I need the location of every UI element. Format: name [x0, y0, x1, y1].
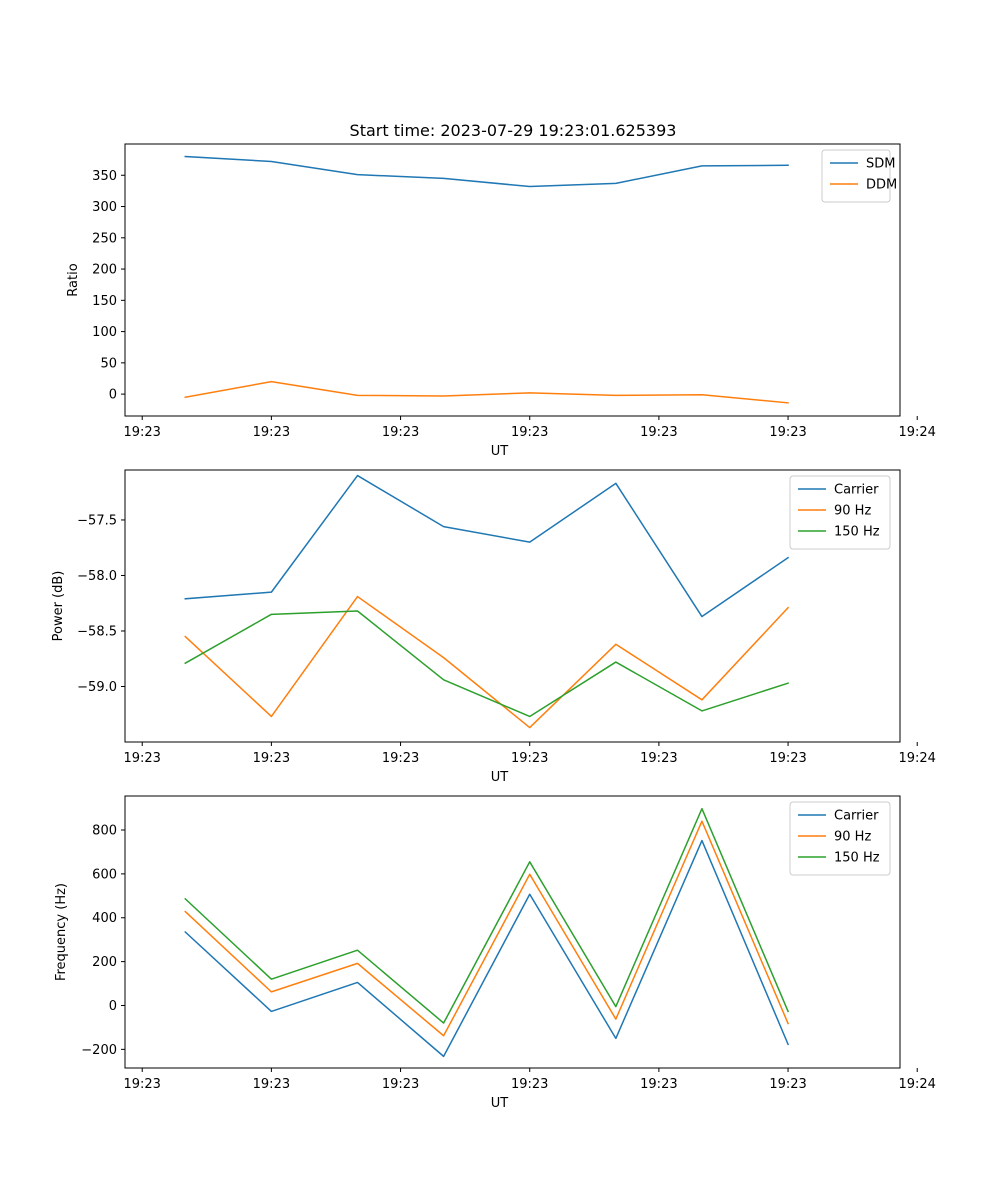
plot-frame: [124, 795, 901, 1069]
figure-title: Start time: 2023-07-29 19:23:01.625393: [350, 121, 677, 140]
x-tick-label: 19:23: [511, 751, 548, 766]
legend: SDM DDM: [821, 149, 897, 203]
chart-panel-3: 19:23 19:23 19:23 19:23 19:23 19:23 19:24 −200 0…: [54, 795, 936, 1111]
plot-area: [125, 144, 900, 416]
x-tick-label: 19:23: [640, 425, 677, 440]
y-axis-label: Ratio: [66, 263, 81, 296]
chart-panel-2: 19:23 19:23 19:23 19:23 19:23 19:23 19:24 −59.0…: [51, 469, 936, 785]
x-tick-label: 19:23: [123, 425, 160, 440]
y-tick-label: 100: [92, 325, 117, 340]
y-tick-label: −58.0: [77, 569, 117, 584]
y-tick-label: 300: [92, 200, 117, 215]
y-axis-label: Frequency (Hz): [54, 883, 69, 981]
x-tick-label: 19:23: [769, 425, 806, 440]
y-tick-label: 50: [100, 356, 117, 371]
x-tick-label: 19:23: [253, 1077, 290, 1092]
y-tick-label: −58.5: [77, 624, 117, 639]
x-tick-label: 19:23: [382, 1077, 419, 1092]
x-axis-label: UT: [491, 770, 509, 785]
x-axis-label: UT: [491, 444, 509, 459]
y-tick-label: 800: [92, 824, 117, 839]
legend-label: 90 Hz: [834, 504, 871, 519]
x-tick-label: 19:23: [123, 751, 160, 766]
series-line-150-hz: [184, 610, 790, 718]
x-tick-label: 19:23: [123, 1077, 160, 1092]
legend-label: 150 Hz: [834, 525, 880, 540]
legend-label: DDM: [866, 178, 897, 193]
plot-area: [125, 796, 900, 1068]
y-tick-label: −57.5: [77, 513, 117, 528]
x-tick-label: 19:23: [511, 1077, 548, 1092]
x-tick-label: 19:23: [253, 751, 290, 766]
x-tick-label: 19:23: [640, 1077, 677, 1092]
chart-panel-1: 19:23 19:23 19:23 19:23 19:23 19:23 19:24 0 50 10…: [66, 143, 936, 459]
legend-label: Carrier: [834, 483, 879, 498]
x-tick-label: 19:23: [382, 751, 419, 766]
legend: Carrier 90 Hz 150 Hz: [789, 475, 891, 550]
x-tick-label: 19:23: [769, 751, 806, 766]
plot-area: [125, 470, 900, 742]
y-tick-label: −200: [81, 1043, 117, 1058]
x-axis-label: UT: [491, 1096, 509, 1111]
y-tick-label: 600: [92, 867, 117, 882]
legend-label: 150 Hz: [834, 851, 880, 866]
legend: Carrier 90 Hz 150 Hz: [789, 801, 891, 876]
legend-label: Carrier: [834, 809, 879, 824]
x-tick-label: 19:24: [898, 1077, 935, 1092]
series-line-150-hz: [184, 807, 790, 1024]
y-tick-label: −59.0: [77, 680, 117, 695]
series-line-sdm: [184, 155, 789, 188]
y-axis-label: Power (dB): [51, 571, 66, 642]
y-tick-label: 350: [92, 169, 117, 184]
series-line-90-hz: [184, 595, 790, 729]
series-line-90-hz: [184, 820, 790, 1037]
y-tick-label: 0: [109, 999, 117, 1014]
x-tick-label: 19:24: [898, 751, 935, 766]
series-line-ddm: [184, 380, 789, 404]
x-tick-label: 19:23: [253, 425, 290, 440]
y-tick-label: 200: [92, 955, 117, 970]
x-tick-label: 19:23: [769, 1077, 806, 1092]
series-line-carrier: [184, 474, 790, 618]
x-tick-label: 19:23: [511, 425, 548, 440]
y-tick-label: 400: [92, 911, 117, 926]
plot-frame: [124, 143, 901, 417]
plot-frame: [124, 469, 901, 743]
x-tick-label: 19:23: [382, 425, 419, 440]
x-tick-label: 19:23: [640, 751, 677, 766]
y-tick-label: 200: [92, 263, 117, 278]
x-tick-label: 19:24: [898, 425, 935, 440]
legend-label: SDM: [866, 157, 895, 172]
y-tick-label: 150: [92, 294, 117, 309]
y-tick-label: 0: [109, 388, 117, 403]
legend-label: 90 Hz: [834, 830, 871, 845]
series-line-carrier: [184, 839, 790, 1058]
y-tick-label: 250: [92, 231, 117, 246]
